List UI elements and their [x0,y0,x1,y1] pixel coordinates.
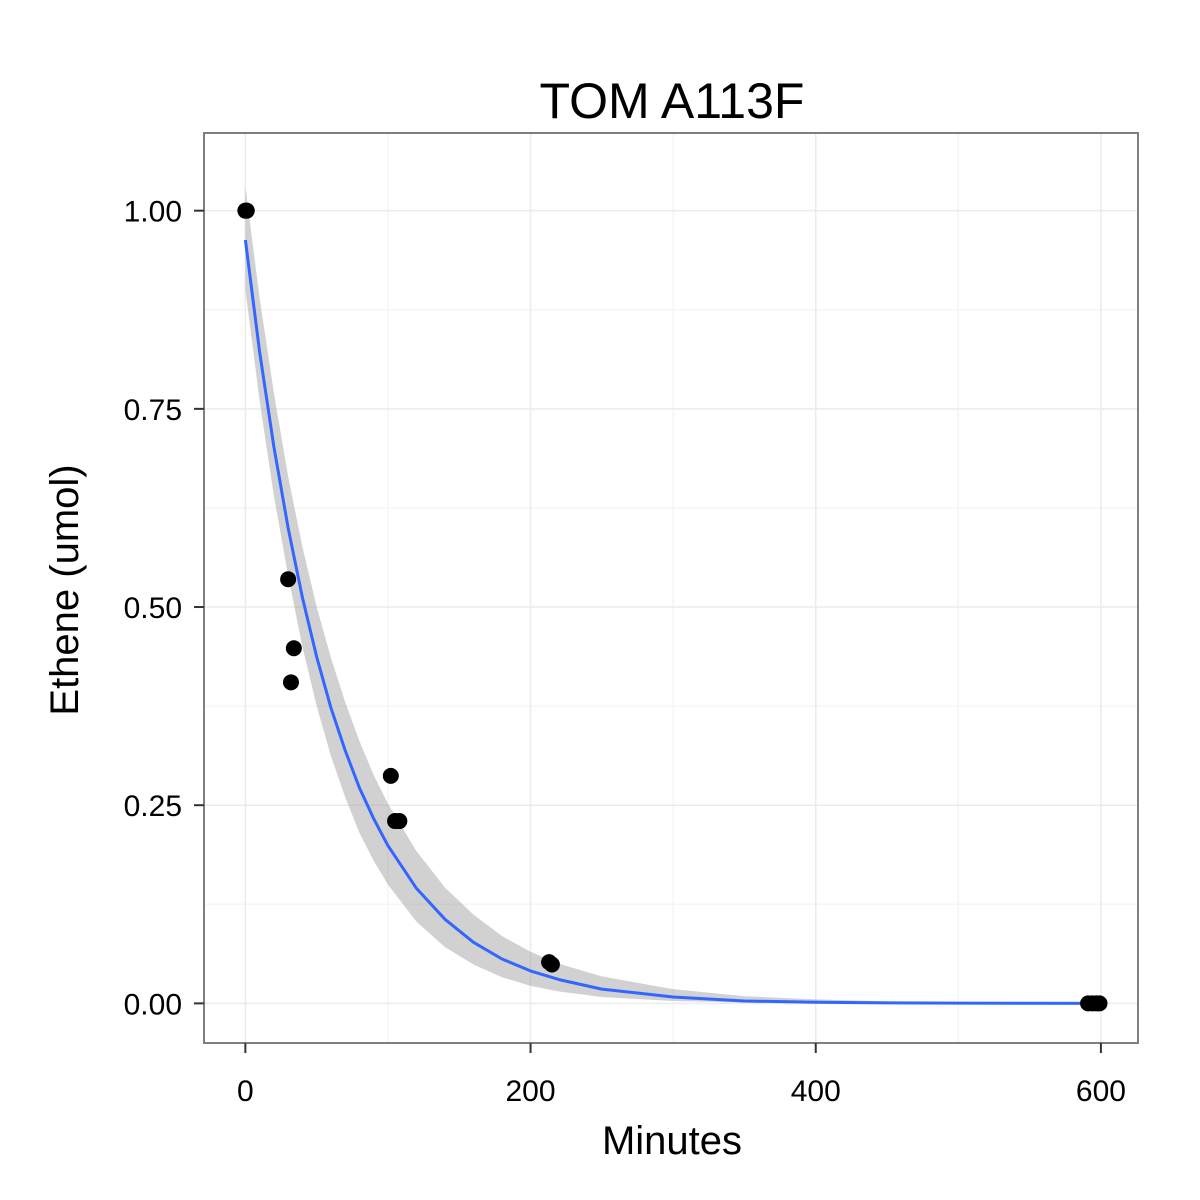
grid-major [204,133,1138,1043]
y-tick-label: 1.00 [124,196,182,229]
data-point [282,674,299,691]
y-tick-label: 0.00 [124,988,182,1021]
x-tick-label: 0 [237,1075,254,1108]
panel-border [203,132,1139,1044]
fit-line [243,239,1101,1005]
grid-minor [204,133,1138,1043]
chart-title: TOM A113F [540,73,805,129]
x-tick-label: 400 [791,1075,841,1108]
fit-line-layer [243,239,1101,1005]
y-axis-title: Ethene (umol) [43,464,87,715]
x-axis: 0 200 400 600 [237,1043,1126,1108]
plot-area [203,132,1139,1044]
y-tick-label: 0.25 [124,790,182,823]
data-point [382,767,399,784]
data-point [285,640,302,657]
points-layer [237,202,1108,1012]
data-point [1091,995,1108,1012]
y-tick-label: 0.75 [124,394,182,427]
x-tick-label: 600 [1076,1075,1126,1108]
x-tick-label: 200 [506,1075,556,1108]
data-point [391,813,408,830]
data-point [280,571,297,588]
data-point [238,202,255,219]
y-tick-label: 0.50 [124,592,182,625]
y-axis: 0.00 0.25 0.50 0.75 1.00 [124,196,204,1021]
x-axis-title: Minutes [602,1119,742,1163]
data-point [543,956,560,973]
